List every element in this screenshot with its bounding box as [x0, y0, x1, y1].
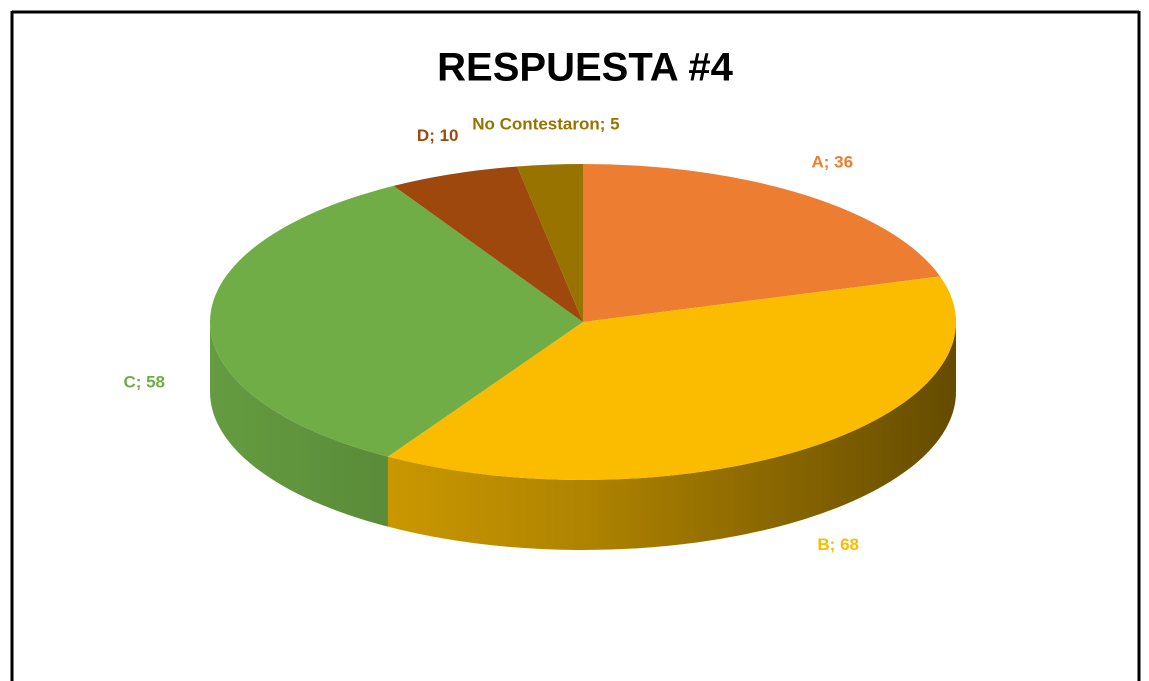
chart-title: RESPUESTA #4 — [437, 46, 733, 90]
slice — [583, 164, 941, 322]
pie-tops — [209, 164, 956, 481]
pie-sides — [210, 322, 956, 550]
data-label: A; 36 — [811, 153, 853, 172]
data-labels: A; 36 B; 68 C; 58 D; 10 No Contestaron; 5 — [123, 114, 859, 554]
slice — [387, 276, 956, 481]
side-shade — [210, 322, 388, 527]
side-shade — [387, 322, 956, 550]
data-label: B; 68 — [817, 535, 859, 554]
data-label: C; 58 — [123, 373, 165, 392]
slice — [209, 185, 583, 457]
data-label: No Contestaron; 5 — [472, 114, 619, 133]
slice — [393, 166, 583, 322]
data-label: D; 10 — [417, 126, 459, 145]
slice — [517, 164, 583, 322]
